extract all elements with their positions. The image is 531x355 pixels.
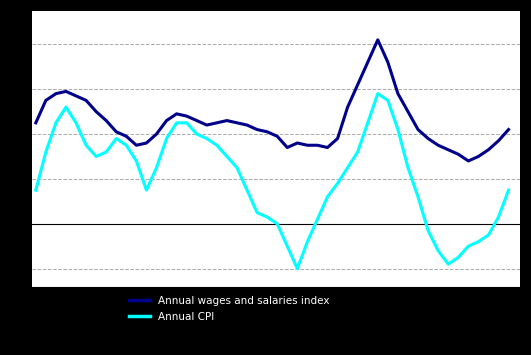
Legend: Annual wages and salaries index, Annual CPI: Annual wages and salaries index, Annual … [125, 292, 334, 326]
